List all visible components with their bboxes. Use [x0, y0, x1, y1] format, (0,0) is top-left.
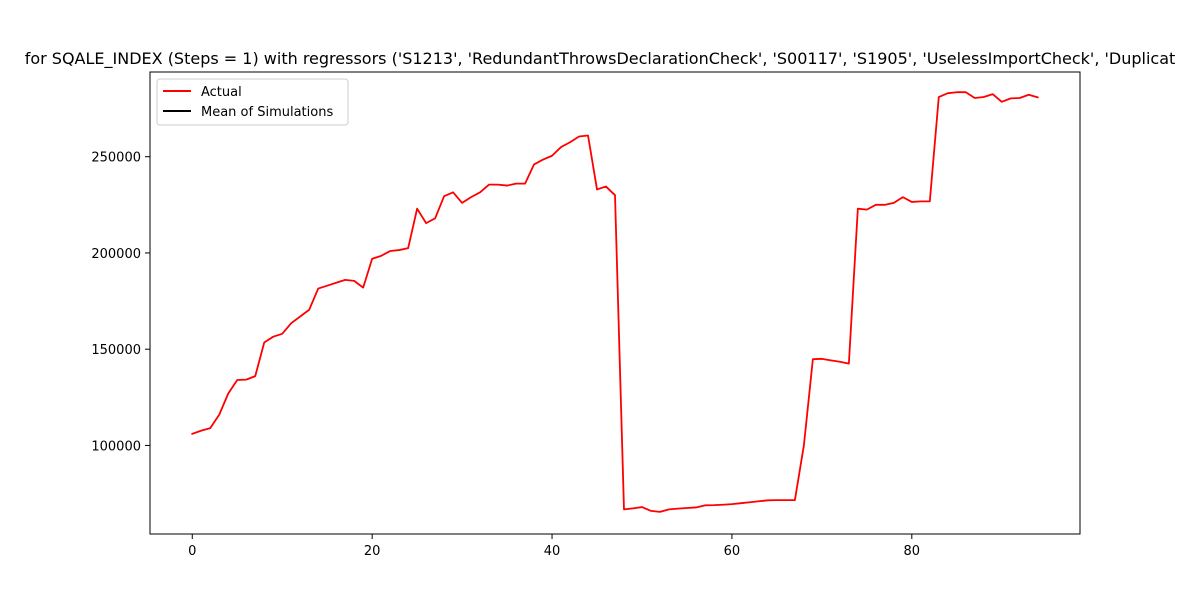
legend: Actual Mean of Simulations: [156, 78, 349, 126]
plot-area: [150, 72, 1080, 534]
legend-box: [156, 78, 349, 126]
x-tick-label: 80: [904, 544, 921, 559]
y-tick-label: 200000: [91, 247, 141, 262]
x-tick-label: 20: [364, 544, 381, 559]
y-tick-label: 150000: [91, 343, 141, 358]
x-tick-label: 0: [188, 544, 196, 559]
x-tick-label: 40: [544, 544, 561, 559]
legend-label-1: Mean of Simulations: [201, 105, 333, 120]
series-line-0: [191, 91, 1039, 513]
legend-label-0: Actual: [201, 85, 242, 100]
y-tick-label: 100000: [91, 439, 141, 454]
chart-title: for SQALE_INDEX (Steps = 1) with regress…: [25, 49, 1176, 69]
axes-layer: 0 20 40 60 80 100000 150000 200000 250000: [91, 71, 1081, 559]
x-tick-label: 60: [724, 544, 741, 559]
y-tick-label: 250000: [91, 151, 141, 166]
series-layer: [191, 91, 1039, 513]
axes-frame: [149, 71, 1081, 535]
